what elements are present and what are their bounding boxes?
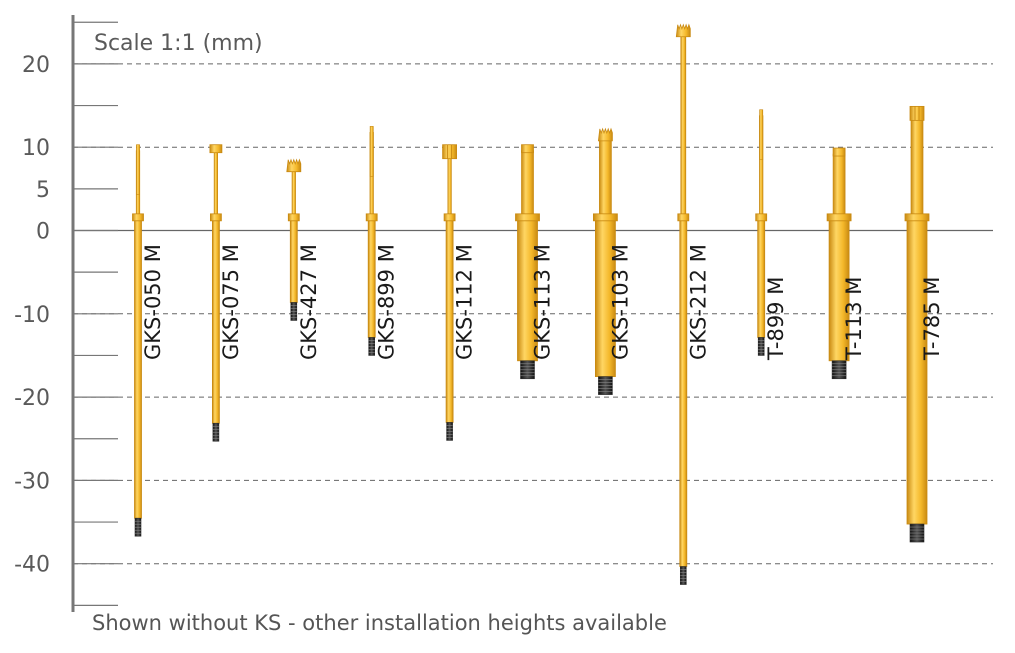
axis-tick-label: -10 xyxy=(14,303,50,328)
collar xyxy=(515,213,540,222)
plunger xyxy=(521,150,534,215)
barrel xyxy=(906,220,928,525)
collar xyxy=(826,213,852,222)
fork-head xyxy=(909,105,925,121)
probe: GKS-212 M xyxy=(675,23,710,585)
fork-head xyxy=(442,144,458,160)
probe-label: GKS-113 M xyxy=(531,244,555,360)
crown-head xyxy=(597,127,613,142)
plunger xyxy=(447,150,452,215)
axis-tick-label: -20 xyxy=(14,386,50,411)
scale-title: Scale 1:1 (mm) xyxy=(94,31,263,56)
plunger xyxy=(291,165,296,215)
probe-label: GKS-103 M xyxy=(608,244,632,360)
probe: T-113 M xyxy=(826,147,866,380)
probe-label: GKS-050 M xyxy=(141,244,165,360)
probe-label: GKS-112 M xyxy=(453,244,477,360)
probe: GKS-899 M xyxy=(365,126,399,360)
crown-head xyxy=(675,23,691,38)
plunger xyxy=(832,153,846,215)
axis-tick-label: 20 xyxy=(22,53,50,78)
probe-label: T-899 M xyxy=(764,277,788,361)
probe: GKS-427 M xyxy=(286,158,321,360)
probe: GKS-050 M xyxy=(132,144,165,537)
collar xyxy=(593,213,618,222)
probe-label: GKS-075 M xyxy=(219,244,243,360)
collar xyxy=(287,213,300,222)
probe-label: GKS-427 M xyxy=(297,244,321,360)
plunger xyxy=(910,112,924,215)
collar xyxy=(443,213,456,222)
collar xyxy=(904,213,930,222)
probes: GKS-050 M GKS-075 M GKS-427 M GKS-899 M GKS-… xyxy=(132,23,944,585)
collar xyxy=(132,213,144,222)
axis-tick-label: 10 xyxy=(22,136,50,161)
flat-head xyxy=(832,147,846,157)
probe-label: T-113 M xyxy=(842,277,866,361)
plunger-tip xyxy=(759,109,764,161)
plunger-tip xyxy=(369,126,374,177)
probe-label: GKS-899 M xyxy=(375,244,399,360)
axis-tick-label: -30 xyxy=(14,469,50,494)
collar xyxy=(209,213,222,222)
flat-head xyxy=(521,144,534,154)
probe: GKS-113 M xyxy=(515,144,555,380)
flat-head xyxy=(209,144,223,154)
axis-tick-label: 0 xyxy=(36,220,50,245)
collar xyxy=(677,213,690,222)
plunger xyxy=(213,150,218,215)
plunger xyxy=(680,30,687,215)
axis-tick-label: -40 xyxy=(14,553,50,578)
collar xyxy=(365,213,378,222)
probe: GKS-112 M xyxy=(442,144,477,441)
collar xyxy=(755,213,768,222)
axis-tick-label: 5 xyxy=(36,178,50,203)
crown-head xyxy=(286,158,302,173)
plunger xyxy=(599,134,612,215)
probe: T-785 M xyxy=(904,105,944,543)
probe: GKS-103 M xyxy=(593,127,632,395)
footer-note: Shown without KS - other installation he… xyxy=(92,611,667,635)
probe-label: GKS-212 M xyxy=(686,244,710,360)
probe-label: T-785 M xyxy=(920,277,944,361)
plunger-tip xyxy=(136,144,140,196)
vertical-scale-axis: 20 10 5 0 -10 -20 -30 -40 xyxy=(14,15,118,612)
probe: GKS-075 M xyxy=(209,144,243,442)
probe: T-899 M xyxy=(755,109,788,361)
